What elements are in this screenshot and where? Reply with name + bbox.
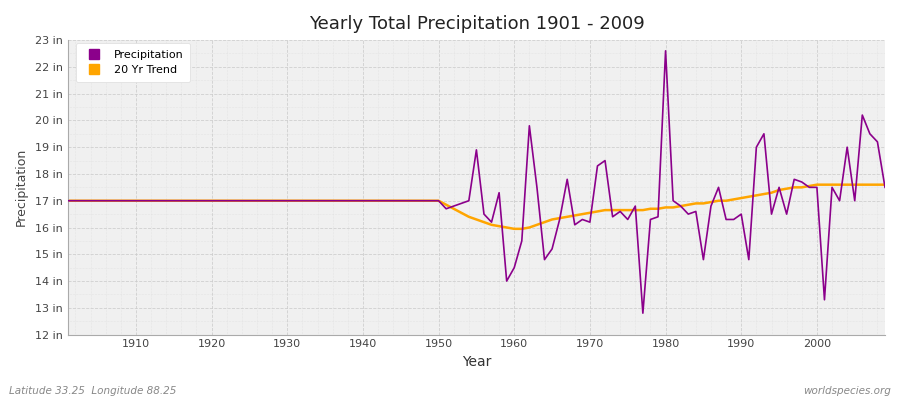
Title: Yearly Total Precipitation 1901 - 2009: Yearly Total Precipitation 1901 - 2009 (309, 15, 644, 33)
X-axis label: Year: Year (462, 355, 491, 369)
Legend: Precipitation, 20 Yr Trend: Precipitation, 20 Yr Trend (76, 43, 190, 82)
Text: worldspecies.org: worldspecies.org (803, 386, 891, 396)
Y-axis label: Precipitation: Precipitation (15, 148, 28, 226)
Text: Latitude 33.25  Longitude 88.25: Latitude 33.25 Longitude 88.25 (9, 386, 176, 396)
